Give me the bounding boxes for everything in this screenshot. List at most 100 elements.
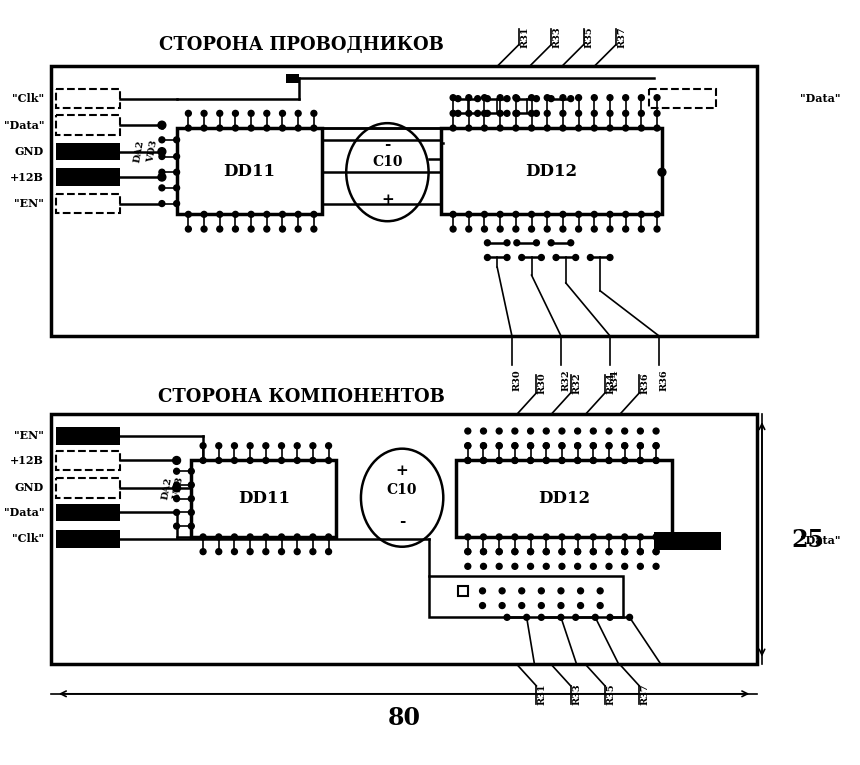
Circle shape [201,211,207,217]
Circle shape [484,110,490,116]
Circle shape [326,443,331,449]
Circle shape [496,549,502,555]
Circle shape [310,443,316,449]
Circle shape [186,226,191,232]
Circle shape [574,549,580,555]
Circle shape [481,563,487,569]
Circle shape [294,457,300,464]
Circle shape [573,255,579,260]
Circle shape [606,563,612,569]
Circle shape [201,125,207,131]
Circle shape [622,549,628,555]
Circle shape [513,110,519,116]
Circle shape [590,549,596,555]
Circle shape [482,95,488,101]
Circle shape [637,457,643,464]
Circle shape [514,96,519,102]
Circle shape [637,457,643,464]
Circle shape [653,549,659,555]
Circle shape [528,534,533,540]
Circle shape [653,443,659,449]
Circle shape [559,443,565,449]
Circle shape [465,457,470,464]
Circle shape [514,240,519,246]
Circle shape [538,603,544,608]
Circle shape [186,211,191,217]
Circle shape [654,125,660,131]
Circle shape [200,549,206,555]
Circle shape [231,549,237,555]
Circle shape [466,211,472,217]
Circle shape [592,211,597,217]
Circle shape [638,110,644,116]
Circle shape [524,614,530,620]
Bar [56,451,120,470]
Circle shape [513,211,519,217]
Circle shape [310,457,316,464]
Circle shape [504,96,510,102]
Circle shape [326,534,331,540]
Circle shape [575,211,581,217]
Circle shape [654,110,660,116]
Circle shape [529,110,534,116]
Circle shape [622,428,628,434]
Text: +12B: +12B [10,455,44,466]
Circle shape [606,549,612,555]
Circle shape [560,110,566,116]
Circle shape [158,148,166,155]
Circle shape [188,523,194,529]
Bar [56,530,120,548]
Circle shape [263,534,269,540]
Circle shape [574,443,580,449]
Circle shape [326,457,331,464]
Circle shape [174,523,180,529]
Circle shape [548,240,554,246]
Circle shape [622,457,628,464]
Circle shape [174,496,180,502]
Circle shape [475,110,481,116]
Circle shape [559,457,565,464]
Circle shape [544,428,550,434]
Circle shape [264,211,270,217]
Bar [51,415,757,664]
Text: -: - [384,138,390,151]
Circle shape [575,110,581,116]
Circle shape [622,457,628,464]
Circle shape [158,121,166,129]
Circle shape [593,614,599,620]
Circle shape [496,534,502,540]
Circle shape [597,588,603,594]
Circle shape [188,509,194,516]
Circle shape [653,563,659,569]
Circle shape [512,443,518,449]
Text: R33: R33 [572,683,581,705]
Circle shape [232,125,238,131]
Circle shape [263,443,269,449]
Circle shape [280,110,286,116]
Circle shape [653,534,659,540]
Text: R30: R30 [538,372,547,394]
Circle shape [497,95,503,101]
Circle shape [638,226,644,232]
Text: +: + [396,464,408,478]
Circle shape [481,443,487,449]
Circle shape [533,240,539,246]
Bar [428,576,623,617]
Circle shape [232,211,238,217]
Bar [56,89,120,109]
Circle shape [573,614,579,620]
Circle shape [465,443,470,449]
Bar [56,478,120,498]
Circle shape [623,211,629,217]
Circle shape [481,457,487,464]
Bar [456,461,672,537]
Circle shape [247,443,253,449]
Circle shape [279,549,285,555]
Circle shape [311,226,316,232]
Text: R34: R34 [611,369,619,391]
Text: R31: R31 [538,683,547,705]
Circle shape [654,211,660,217]
Circle shape [544,457,550,464]
Circle shape [590,534,596,540]
Circle shape [280,226,286,232]
